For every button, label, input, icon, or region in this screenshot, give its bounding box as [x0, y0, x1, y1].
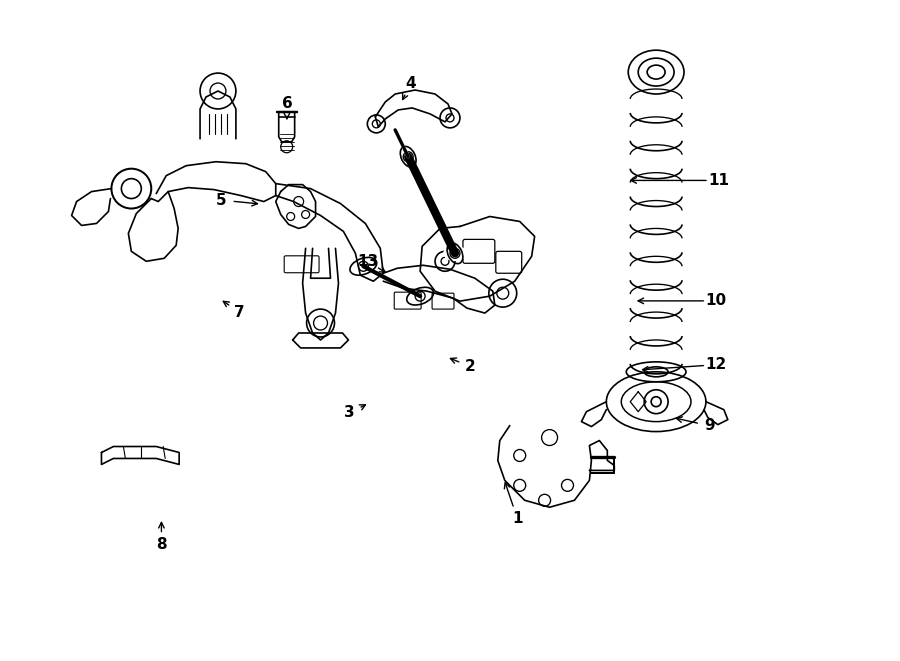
Text: 12: 12	[706, 357, 727, 372]
Text: 10: 10	[706, 293, 726, 309]
Text: 1: 1	[512, 510, 523, 525]
Text: 3: 3	[345, 405, 355, 420]
Text: 11: 11	[708, 173, 729, 188]
Ellipse shape	[397, 150, 419, 164]
Text: 5: 5	[216, 192, 227, 208]
Text: 13: 13	[357, 254, 378, 269]
Text: 4: 4	[405, 76, 416, 91]
Text: 9: 9	[705, 418, 716, 434]
Text: 8: 8	[156, 537, 166, 552]
Text: 2: 2	[465, 359, 476, 374]
Ellipse shape	[444, 247, 466, 260]
Text: 6: 6	[282, 96, 292, 111]
Text: 7: 7	[234, 305, 245, 319]
